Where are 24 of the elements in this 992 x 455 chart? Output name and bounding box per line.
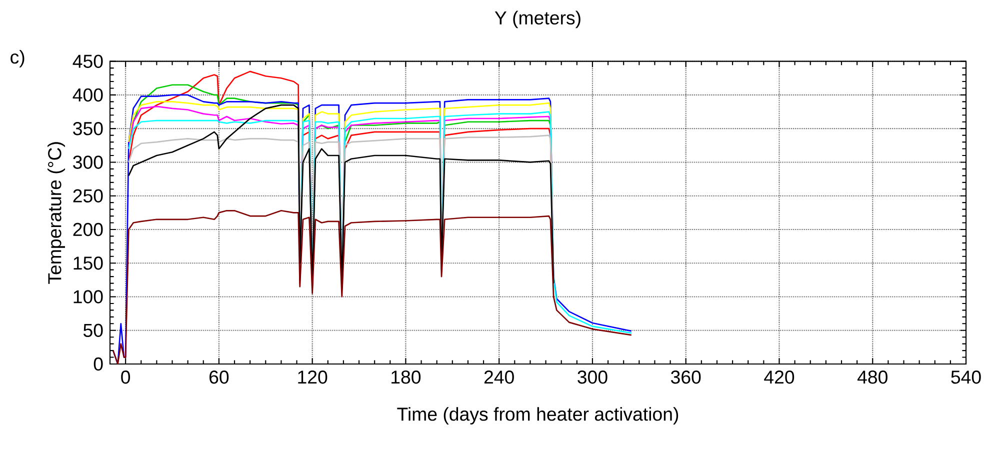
x-tick-label: 360 xyxy=(670,370,701,384)
x-tick-label: 420 xyxy=(764,370,794,384)
y-tick-label: 400 xyxy=(72,88,103,102)
y-tick-label: 350 xyxy=(73,122,103,136)
x-tick-label: 0 xyxy=(121,370,130,384)
x-tick-label: 240 xyxy=(484,370,514,384)
text: c) xyxy=(10,50,24,68)
x-tick-label: 300 xyxy=(578,370,608,384)
y-tick-label: 250 xyxy=(73,189,103,203)
x-tick-label: 60 xyxy=(210,370,229,384)
chart-title: Y (meters) xyxy=(494,10,580,28)
y-tick-label: 450 xyxy=(72,54,103,68)
y-axis-title: Temperature (°C) xyxy=(48,142,65,284)
x-tick-label: 120 xyxy=(298,370,328,384)
y-tick-label: 200 xyxy=(73,223,103,236)
y-tick-label: 50 xyxy=(84,324,103,338)
y-tick-label: 100 xyxy=(74,290,103,304)
x-tick-label: 180 xyxy=(392,370,421,384)
x-tick-label: 480 xyxy=(857,370,888,384)
y-tick-label: 150 xyxy=(74,256,103,270)
x-axis-title: Time (days from heater activation) xyxy=(397,407,678,425)
x-tick-label: 540 xyxy=(951,370,981,384)
y-tick-label: 0 xyxy=(94,358,103,371)
y-tick-label: 300 xyxy=(73,156,103,169)
